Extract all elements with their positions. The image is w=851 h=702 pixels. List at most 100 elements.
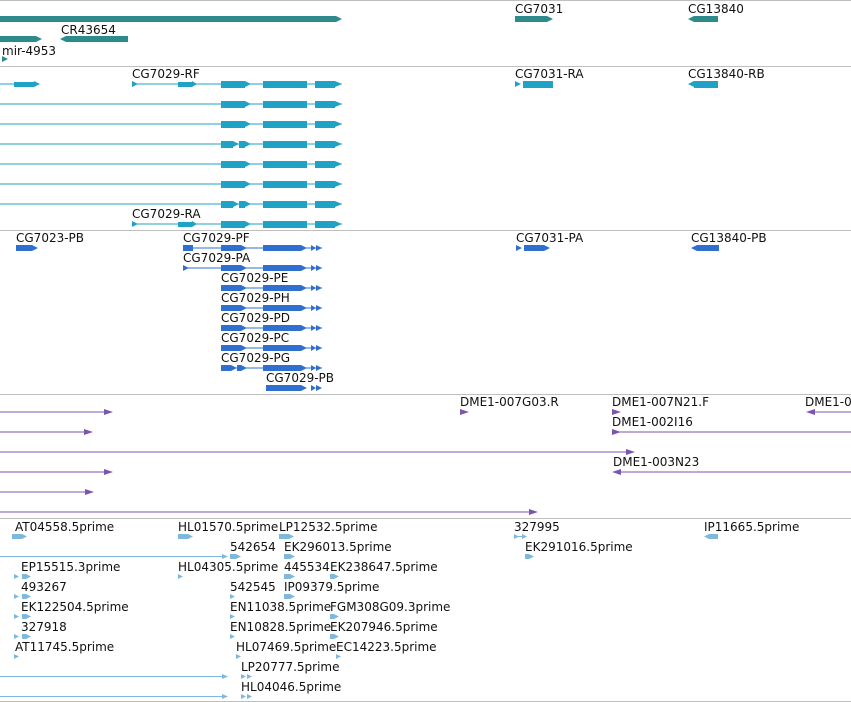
feature-CG7029-RA[interactable] <box>132 221 342 228</box>
feature-est-row-2-long[interactable] <box>0 554 228 559</box>
feature-EK296013.5prime[interactable] <box>284 554 295 559</box>
feature-542654[interactable] <box>230 554 241 559</box>
label-EK207946.5prime: EK207946.5prime <box>330 620 438 634</box>
feature-transcript-row-7[interactable] <box>0 181 342 188</box>
label-DME1-007G03.R: DME1-007G03.R <box>460 395 559 409</box>
feature-EK291016.5prime[interactable] <box>525 554 534 559</box>
feature-445534[interactable] <box>284 574 295 579</box>
feature-CG13840-RB[interactable] <box>688 81 718 88</box>
label-CG7031-RA: CG7031-RA <box>515 67 584 81</box>
feature-542545[interactable] <box>230 594 235 599</box>
feature-DME1-0[interactable] <box>806 409 851 415</box>
label-CG13840-PB: CG13840-PB <box>691 231 767 245</box>
feature-EN10828.5prime[interactable] <box>230 634 235 639</box>
feature-CG7029-PA[interactable] <box>183 265 322 271</box>
label-LP12532.5prime: LP12532.5prime <box>279 520 378 534</box>
feature-clone-row-3[interactable] <box>0 449 635 455</box>
feature-FGM308G09.3prime[interactable] <box>330 614 339 619</box>
feature-HL04305.5prime[interactable] <box>178 574 183 579</box>
feature-EN11038.5prime[interactable] <box>230 614 235 619</box>
feature-CG7031-RA[interactable] <box>515 81 553 88</box>
feature-EK122504.5prime[interactable] <box>14 614 31 619</box>
feature-LP12532.5prime[interactable] <box>279 534 294 539</box>
feature-transcript-row-5[interactable] <box>0 141 342 148</box>
label-CG7029-PD: CG7029-PD <box>221 311 290 325</box>
feature-IP11665.5prime[interactable] <box>704 534 718 539</box>
label-CG7029-RA: CG7029-RA <box>132 207 201 221</box>
feature-CG7029-RF[interactable] <box>132 81 342 88</box>
feature-HL01570.5prime[interactable] <box>178 534 193 539</box>
label-EK122504.5prime: EK122504.5prime <box>21 600 129 614</box>
label-FGM308G09.3prime: FGM308G09.3prime <box>330 600 450 614</box>
label-HL04046.5prime: HL04046.5prime <box>241 680 341 694</box>
label-EP15515.3prime: EP15515.3prime <box>21 560 120 574</box>
feature-327918[interactable] <box>14 634 31 639</box>
label-CG7023-PB: CG7023-PB <box>16 231 84 245</box>
feature-CG7029-PF[interactable] <box>183 245 322 251</box>
feature-HL07469.5prime[interactable] <box>236 654 241 659</box>
feature-CG7029-PH[interactable] <box>221 305 322 311</box>
feature-transcript-row-6[interactable] <box>0 161 342 168</box>
feature-DME1-003N23[interactable] <box>612 469 851 475</box>
label-DME1-002I16: DME1-002I16 <box>612 415 693 429</box>
feature-IP09379.5prime[interactable] <box>284 594 295 599</box>
feature-DME1-002I16[interactable] <box>612 429 851 435</box>
label-EK291016.5prime: EK291016.5prime <box>525 540 633 554</box>
feature-transcript-row-4[interactable] <box>0 121 342 128</box>
protein-track: CG7023-PB CG7029-PF CG7031-PA CG13840-PB… <box>16 231 767 391</box>
feature-CG7029-PB[interactable] <box>266 385 322 391</box>
feature-transcript-row-3[interactable] <box>0 101 342 108</box>
label-CG7029-PE: CG7029-PE <box>221 271 288 285</box>
feature-CG7029-PC[interactable] <box>221 345 322 351</box>
feature-clone-row-4[interactable] <box>0 469 113 475</box>
label-IP11665.5prime: IP11665.5prime <box>704 520 799 534</box>
feature-clone-row-5[interactable] <box>0 489 94 495</box>
label-DME1-0: DME1-0 <box>805 395 851 409</box>
feature-EP15515.3prime[interactable] <box>14 574 31 579</box>
label-HL07469.5prime: HL07469.5prime <box>236 640 336 654</box>
feature-est-row-9-long[interactable] <box>0 694 228 699</box>
feature-CG7031[interactable] <box>515 16 553 22</box>
label-CG7029-PC: CG7029-PC <box>221 331 289 345</box>
label-CG7029-PB: CG7029-PB <box>266 371 334 385</box>
feature-493267[interactable] <box>14 594 31 599</box>
label-CG7029-RF: CG7029-RF <box>132 67 200 81</box>
feature-AT04558.5prime[interactable] <box>12 534 27 539</box>
feature-transcript-row-8[interactable] <box>0 201 342 208</box>
feature-clone-row-6[interactable] <box>0 509 538 515</box>
feature-327995[interactable] <box>514 534 527 539</box>
feature-est-row-8-long[interactable] <box>0 674 228 679</box>
label-DME1-007N21.F: DME1-007N21.F <box>612 395 709 409</box>
est-track: AT04558.5prime HL01570.5prime LP12532.5p… <box>0 520 799 699</box>
feature-CG7023-PB[interactable] <box>16 245 38 251</box>
feature-CG13840[interactable] <box>688 16 718 22</box>
feature-CG7029-PG[interactable] <box>221 365 322 371</box>
feature-clone-row-2[interactable] <box>0 429 93 435</box>
feature-clone-row-1[interactable] <box>0 409 113 415</box>
label-CG7031-PA: CG7031-PA <box>516 231 584 245</box>
feature-HL04046.5prime[interactable] <box>241 694 252 699</box>
feature-long-gene[interactable] <box>0 16 342 22</box>
gene-track: CG7031 CG13840 CR43654 mir-4953 <box>0 2 744 62</box>
feature-CR43654[interactable] <box>60 36 128 42</box>
feature-gene-left-fragment[interactable] <box>0 36 42 42</box>
feature-CG7029-PD[interactable] <box>221 325 322 331</box>
feature-mir-4953[interactable] <box>2 56 8 62</box>
label-CG7029-PA: CG7029-PA <box>183 251 251 265</box>
label-CR43654: CR43654 <box>61 23 116 37</box>
feature-AT11745.5prime[interactable] <box>14 654 19 659</box>
feature-CG7029-PE[interactable] <box>221 285 322 291</box>
feature-DME1-007N21.F[interactable] <box>612 409 621 415</box>
clone-track: DME1-007G03.R DME1-007N21.F DME1-0 DME1-… <box>0 395 851 515</box>
feature-CG13840-PB[interactable] <box>691 245 719 251</box>
feature-EK238647.5prime[interactable] <box>330 574 339 579</box>
label-IP09379.5prime: IP09379.5prime <box>284 580 379 594</box>
label-mir-4953: mir-4953 <box>2 44 56 58</box>
feature-transcript-row-1[interactable] <box>0 81 40 87</box>
feature-CG7031-PA[interactable] <box>516 245 550 251</box>
feature-EK207946.5prime[interactable] <box>330 634 339 639</box>
feature-LP20777.5prime[interactable] <box>241 674 252 679</box>
feature-DME1-007G03.R[interactable] <box>460 409 469 415</box>
feature-EC14223.5prime[interactable] <box>336 654 341 659</box>
